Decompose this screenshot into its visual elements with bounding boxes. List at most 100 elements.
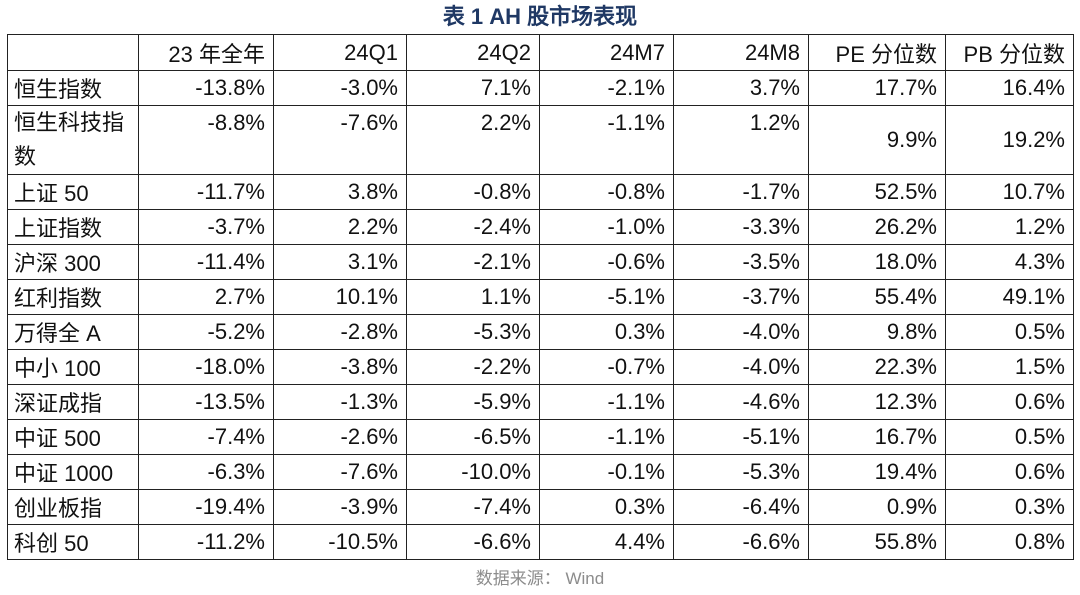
table-row: 红利指数 2.7% 10.1% 1.1% -5.1% -3.7% 55.4% 49.1% [7,279,1074,315]
value-cell: 19.4% [808,454,946,490]
value-cell: -5.1% [673,419,809,455]
column-header: PB 分位数 [945,34,1074,71]
index-name-cell: 万得全 A [7,314,139,350]
table-row: 创业板指 -19.4% -3.9% -7.4% 0.3% -6.4% 0.9% 0.3% [7,489,1074,525]
column-header [7,34,139,71]
value-cell: 52.5% [808,174,946,210]
table-row: 上证指数 -3.7% 2.2% -2.4% -1.0% -3.3% 26.2% 1.2% [7,209,1074,245]
value-cell: -11.2% [138,524,274,560]
value-cell: -3.7% [673,279,809,315]
value-cell: -4.6% [673,384,809,420]
index-name-cell: 红利指数 [7,279,139,315]
index-name-cell: 中证 500 [7,419,139,455]
index-name-cell: 中证 1000 [7,454,139,490]
value-cell: -2.4% [406,209,540,245]
value-cell: -11.7% [138,174,274,210]
value-cell: -5.3% [673,454,809,490]
value-cell: -1.3% [273,384,407,420]
value-cell: -2.2% [406,349,540,385]
value-cell: 55.8% [808,524,946,560]
index-name-cell: 深证成指 [7,384,139,420]
value-cell: 9.8% [808,314,946,350]
value-cell: -1.1% [539,419,674,455]
value-cell: -5.2% [138,314,274,350]
value-cell: -3.9% [273,489,407,525]
value-cell: -3.0% [273,70,407,106]
value-cell: 0.3% [539,489,674,525]
index-name-cell: 上证指数 [7,209,139,245]
table-row: 恒生指数 -13.8% -3.0% 7.1% -2.1% 3.7% 17.7% 16.4% [7,70,1074,106]
value-cell: -19.4% [138,489,274,525]
column-header: 24Q1 [273,34,407,71]
table-row: 科创 50 -11.2% -10.5% -6.6% 4.4% -6.6% 55.8% 0.8% [7,524,1074,560]
table-row: 上证 50 -11.7% 3.8% -0.8% -0.8% -1.7% 52.5% 10.7% [7,174,1074,210]
data-source-note: 数据来源： Wind [475,569,605,588]
table-row: 深证成指 -13.5% -1.3% -5.9% -1.1% -4.6% 12.3% 0.6% [7,384,1074,420]
value-cell: -6.5% [406,419,540,455]
value-cell: 2.2% [406,105,540,175]
value-cell: 7.1% [406,70,540,106]
value-cell: 16.7% [808,419,946,455]
value-cell: 1.2% [945,209,1074,245]
value-cell: -6.6% [673,524,809,560]
value-cell: -4.0% [673,349,809,385]
value-cell: 3.7% [673,70,809,106]
column-header: 24M8 [673,34,809,71]
column-header: PE 分位数 [808,34,946,71]
index-name-cell: 科创 50 [7,524,139,560]
value-cell: 0.8% [945,524,1074,560]
value-cell: 0.6% [945,454,1074,490]
table-row: 中证 1000 -6.3% -7.6% -10.0% -0.1% -5.3% 19.4% 0.… [7,454,1074,490]
value-cell: -13.5% [138,384,274,420]
value-cell: -1.7% [673,174,809,210]
value-cell: -11.4% [138,244,274,280]
value-cell: 9.9% [808,105,946,175]
value-cell: -0.8% [406,174,540,210]
value-cell: -3.8% [273,349,407,385]
value-cell: 10.1% [273,279,407,315]
value-cell: 16.4% [945,70,1074,106]
header-row: 23 年全年 24Q1 24Q2 24M7 24M8 PE 分位数 PB 分位数 [7,34,1074,71]
index-name-cell: 恒生指数 [7,70,139,106]
index-name-cell: 上证 50 [7,174,139,210]
value-cell: -0.8% [539,174,674,210]
value-cell: 19.2% [945,105,1074,175]
value-cell: 1.2% [673,105,809,175]
value-cell: 2.7% [138,279,274,315]
value-cell: -0.1% [539,454,674,490]
value-cell: -7.6% [273,105,407,175]
index-name-cell: 恒生科技指数 [7,105,139,175]
value-cell: 2.2% [273,209,407,245]
index-name-cell: 中小 100 [7,349,139,385]
value-cell: 0.3% [539,314,674,350]
value-cell: 3.8% [273,174,407,210]
value-cell: -2.8% [273,314,407,350]
value-cell: -6.4% [673,489,809,525]
value-cell: -0.6% [539,244,674,280]
value-cell: 22.3% [808,349,946,385]
value-cell: 12.3% [808,384,946,420]
value-cell: -2.6% [273,419,407,455]
table-title: 表 1 AH 股市场表现 [442,4,638,29]
value-cell: -5.3% [406,314,540,350]
value-cell: -18.0% [138,349,274,385]
value-cell: 0.3% [945,489,1074,525]
value-cell: -10.5% [273,524,407,560]
value-cell: -2.1% [539,70,674,106]
value-cell: 0.9% [808,489,946,525]
column-header: 24M7 [539,34,674,71]
value-cell: 3.1% [273,244,407,280]
value-cell: 17.7% [808,70,946,106]
value-cell: -8.8% [138,105,274,175]
value-cell: -4.0% [673,314,809,350]
value-cell: 18.0% [808,244,946,280]
value-cell: 10.7% [945,174,1074,210]
value-cell: 4.4% [539,524,674,560]
index-name-cell: 沪深 300 [7,244,139,280]
table-row: 万得全 A -5.2% -2.8% -5.3% 0.3% -4.0% 9.8% 0.5% [7,314,1074,350]
column-header: 23 年全年 [138,34,274,71]
value-cell: -1.1% [539,384,674,420]
table-row: 中小 100 -18.0% -3.8% -2.2% -0.7% -4.0% 22.3% 1.5… [7,349,1074,385]
column-header: 24Q2 [406,34,540,71]
value-cell: -7.6% [273,454,407,490]
